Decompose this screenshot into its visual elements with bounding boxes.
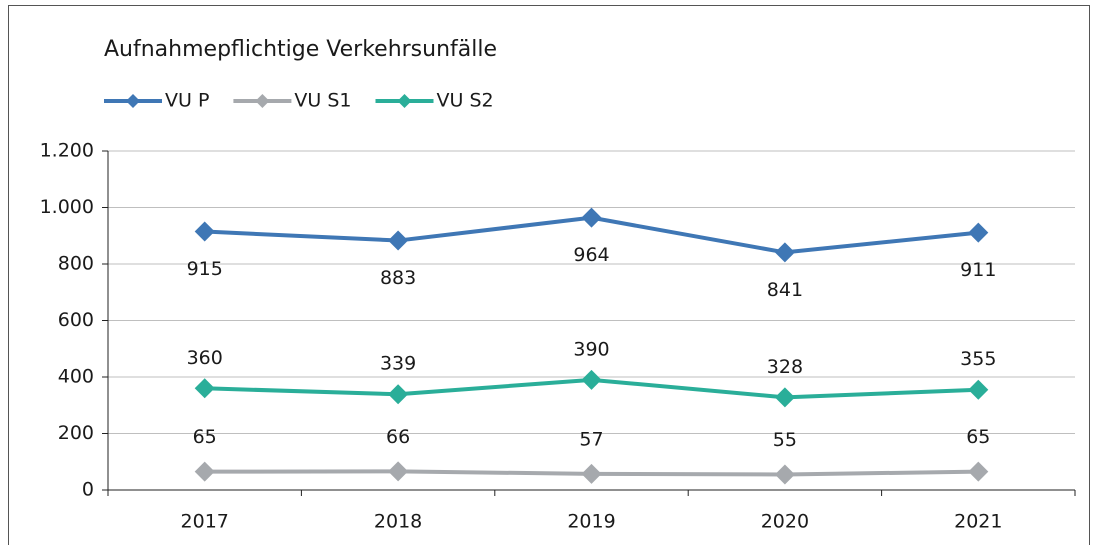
data-label: 883	[380, 267, 416, 289]
point-marker	[968, 222, 989, 243]
y-tick-label: 400	[58, 366, 94, 388]
data-label: 339	[380, 353, 416, 375]
chart-frame	[8, 5, 1090, 549]
x-tick-label: 2020	[761, 511, 809, 533]
point-marker	[194, 221, 215, 242]
chart-title: Aufnahmepflichtige Verkehrsunfälle	[104, 37, 497, 62]
data-label: 390	[573, 338, 609, 360]
y-tick-label: 600	[58, 309, 94, 331]
point-marker	[774, 464, 795, 485]
legend-marker	[255, 94, 270, 108]
point-marker	[388, 230, 409, 251]
x-tick-label: 2018	[374, 511, 422, 533]
data-label: 360	[187, 347, 223, 369]
point-marker	[968, 379, 989, 400]
point-marker	[774, 387, 795, 408]
point-marker	[194, 461, 215, 482]
point-marker	[581, 207, 602, 228]
y-tick-label: 1.000	[40, 196, 94, 218]
point-marker	[194, 378, 215, 399]
data-label: 328	[767, 356, 803, 378]
y-tick-label: 200	[58, 422, 94, 444]
legend-marker	[126, 94, 140, 108]
y-tick-label: 800	[58, 253, 94, 275]
x-tick-label: 2017	[181, 511, 229, 533]
data-label: 65	[193, 426, 217, 448]
legend-label: VU S2	[437, 90, 494, 112]
legend-label: VU S1	[294, 90, 351, 112]
point-marker	[581, 463, 602, 484]
data-label: 841	[767, 279, 803, 301]
x-tick-label: 2021	[954, 511, 1002, 533]
x-tick-label: 2019	[567, 511, 615, 533]
point-marker	[388, 461, 409, 482]
data-label: 915	[187, 258, 223, 280]
data-label: 66	[386, 426, 410, 448]
y-tick-label: 1.200	[40, 140, 94, 162]
point-marker	[388, 384, 409, 405]
point-marker	[968, 461, 989, 482]
data-label: 911	[960, 259, 996, 281]
data-label: 57	[579, 428, 603, 450]
y-tick-label: 0	[82, 479, 94, 501]
point-marker	[774, 242, 795, 263]
data-label: 65	[966, 426, 990, 448]
data-label: 55	[773, 429, 797, 451]
point-marker	[581, 369, 602, 390]
legend-label: VU P	[165, 90, 209, 112]
data-label: 355	[960, 348, 996, 370]
data-label: 964	[573, 244, 609, 266]
legend-marker	[397, 94, 412, 108]
